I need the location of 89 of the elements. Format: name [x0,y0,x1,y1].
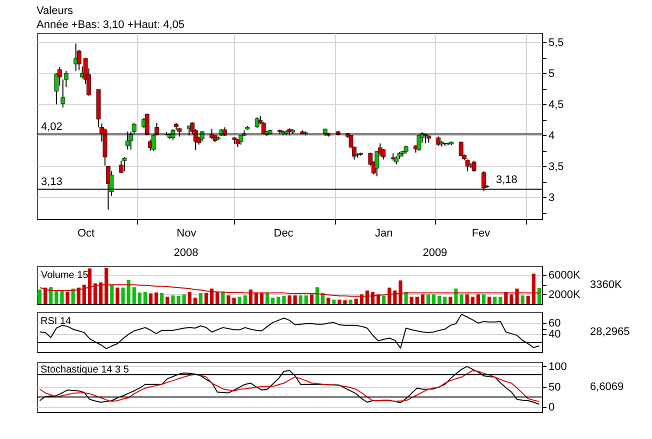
candlestick [436,136,441,146]
bar [110,284,114,304]
bar [493,296,497,304]
y-tick-label: 3 [548,192,555,204]
bar [116,288,120,304]
bar [348,300,352,304]
bar [143,292,148,304]
bar [298,295,302,304]
ref-line-label: 3,13 [41,176,62,188]
text: 2009 [422,247,448,259]
y-tick-label: 40 [548,328,561,341]
ref-line-label: 4,02 [41,121,62,134]
bar [410,296,414,304]
bar [60,291,64,304]
bar [154,292,158,304]
chart-title: RSI 14 [40,316,72,327]
text: 2008 [174,247,198,259]
bar [315,287,320,304]
x-tick-label: Oct [77,228,95,240]
bar [271,298,275,304]
bar [243,295,247,304]
candlestick [122,156,127,172]
bar [238,296,242,304]
y-tick-label: 4 [548,130,555,142]
annotation: 3,18 [496,174,518,186]
bar [470,296,474,304]
bar [121,288,125,304]
bar [487,296,492,304]
bar [188,292,192,304]
bar [160,292,164,304]
bar [132,287,136,304]
y-tick-label: 100 [548,360,567,373]
y-tick-label: 5,5 [548,36,564,49]
text: 3360K [590,279,622,291]
bar [266,292,270,304]
y-tick-label: 6000K [548,270,581,282]
text: 6,6069 [590,381,624,393]
bar [166,296,170,304]
text: 28,2965 [590,326,630,338]
chart-title: Volume 15 [41,270,89,281]
x-tick-label: Fev [472,228,491,240]
bar [148,293,153,304]
line-series [39,314,540,350]
bar [221,292,225,304]
bar [38,290,42,304]
bar [404,292,408,304]
chart-subtitle: Année +Bas: 3,10 +Haut: 4,05 [36,19,185,31]
bar [415,296,419,304]
x-tick-label: Jan [375,228,393,240]
bar [526,296,530,304]
bar [282,296,286,304]
bar [304,295,308,304]
bar [520,295,524,304]
y-tick-label: 60 [548,318,561,330]
bar [182,294,186,304]
y-tick-label: 5 [548,68,555,80]
bar [443,296,447,304]
bar [426,294,430,304]
y-tick-label: 0 [548,402,555,414]
bar [382,296,386,304]
chart-title: Stochastique 14 3 5 [40,364,130,376]
bar [432,294,436,304]
bar [332,300,336,304]
bar [448,296,452,304]
y-tick-label: 4,5 [548,98,564,111]
bar [276,296,280,304]
y-tick-label: 2000K [548,288,581,301]
bar [54,291,58,304]
bar [326,298,330,304]
bar [343,300,347,304]
bar [126,280,130,304]
bar [438,296,442,304]
y-tick-label: 50 [548,381,561,394]
candlestick [254,116,260,128]
chart-title: Valeurs [36,5,74,17]
bar [71,288,75,304]
y-tick-label: 3,5 [548,160,564,173]
bar [198,292,203,304]
candlestick [458,141,464,157]
bar [138,292,142,304]
bar [193,298,197,304]
x-tick-label: Dec [274,228,294,240]
bar [537,288,542,304]
candlestick [118,160,124,174]
bar [498,296,502,304]
x-tick-label: Nov [176,228,197,240]
bar [338,300,342,304]
bar [482,294,486,304]
bar [49,287,53,304]
